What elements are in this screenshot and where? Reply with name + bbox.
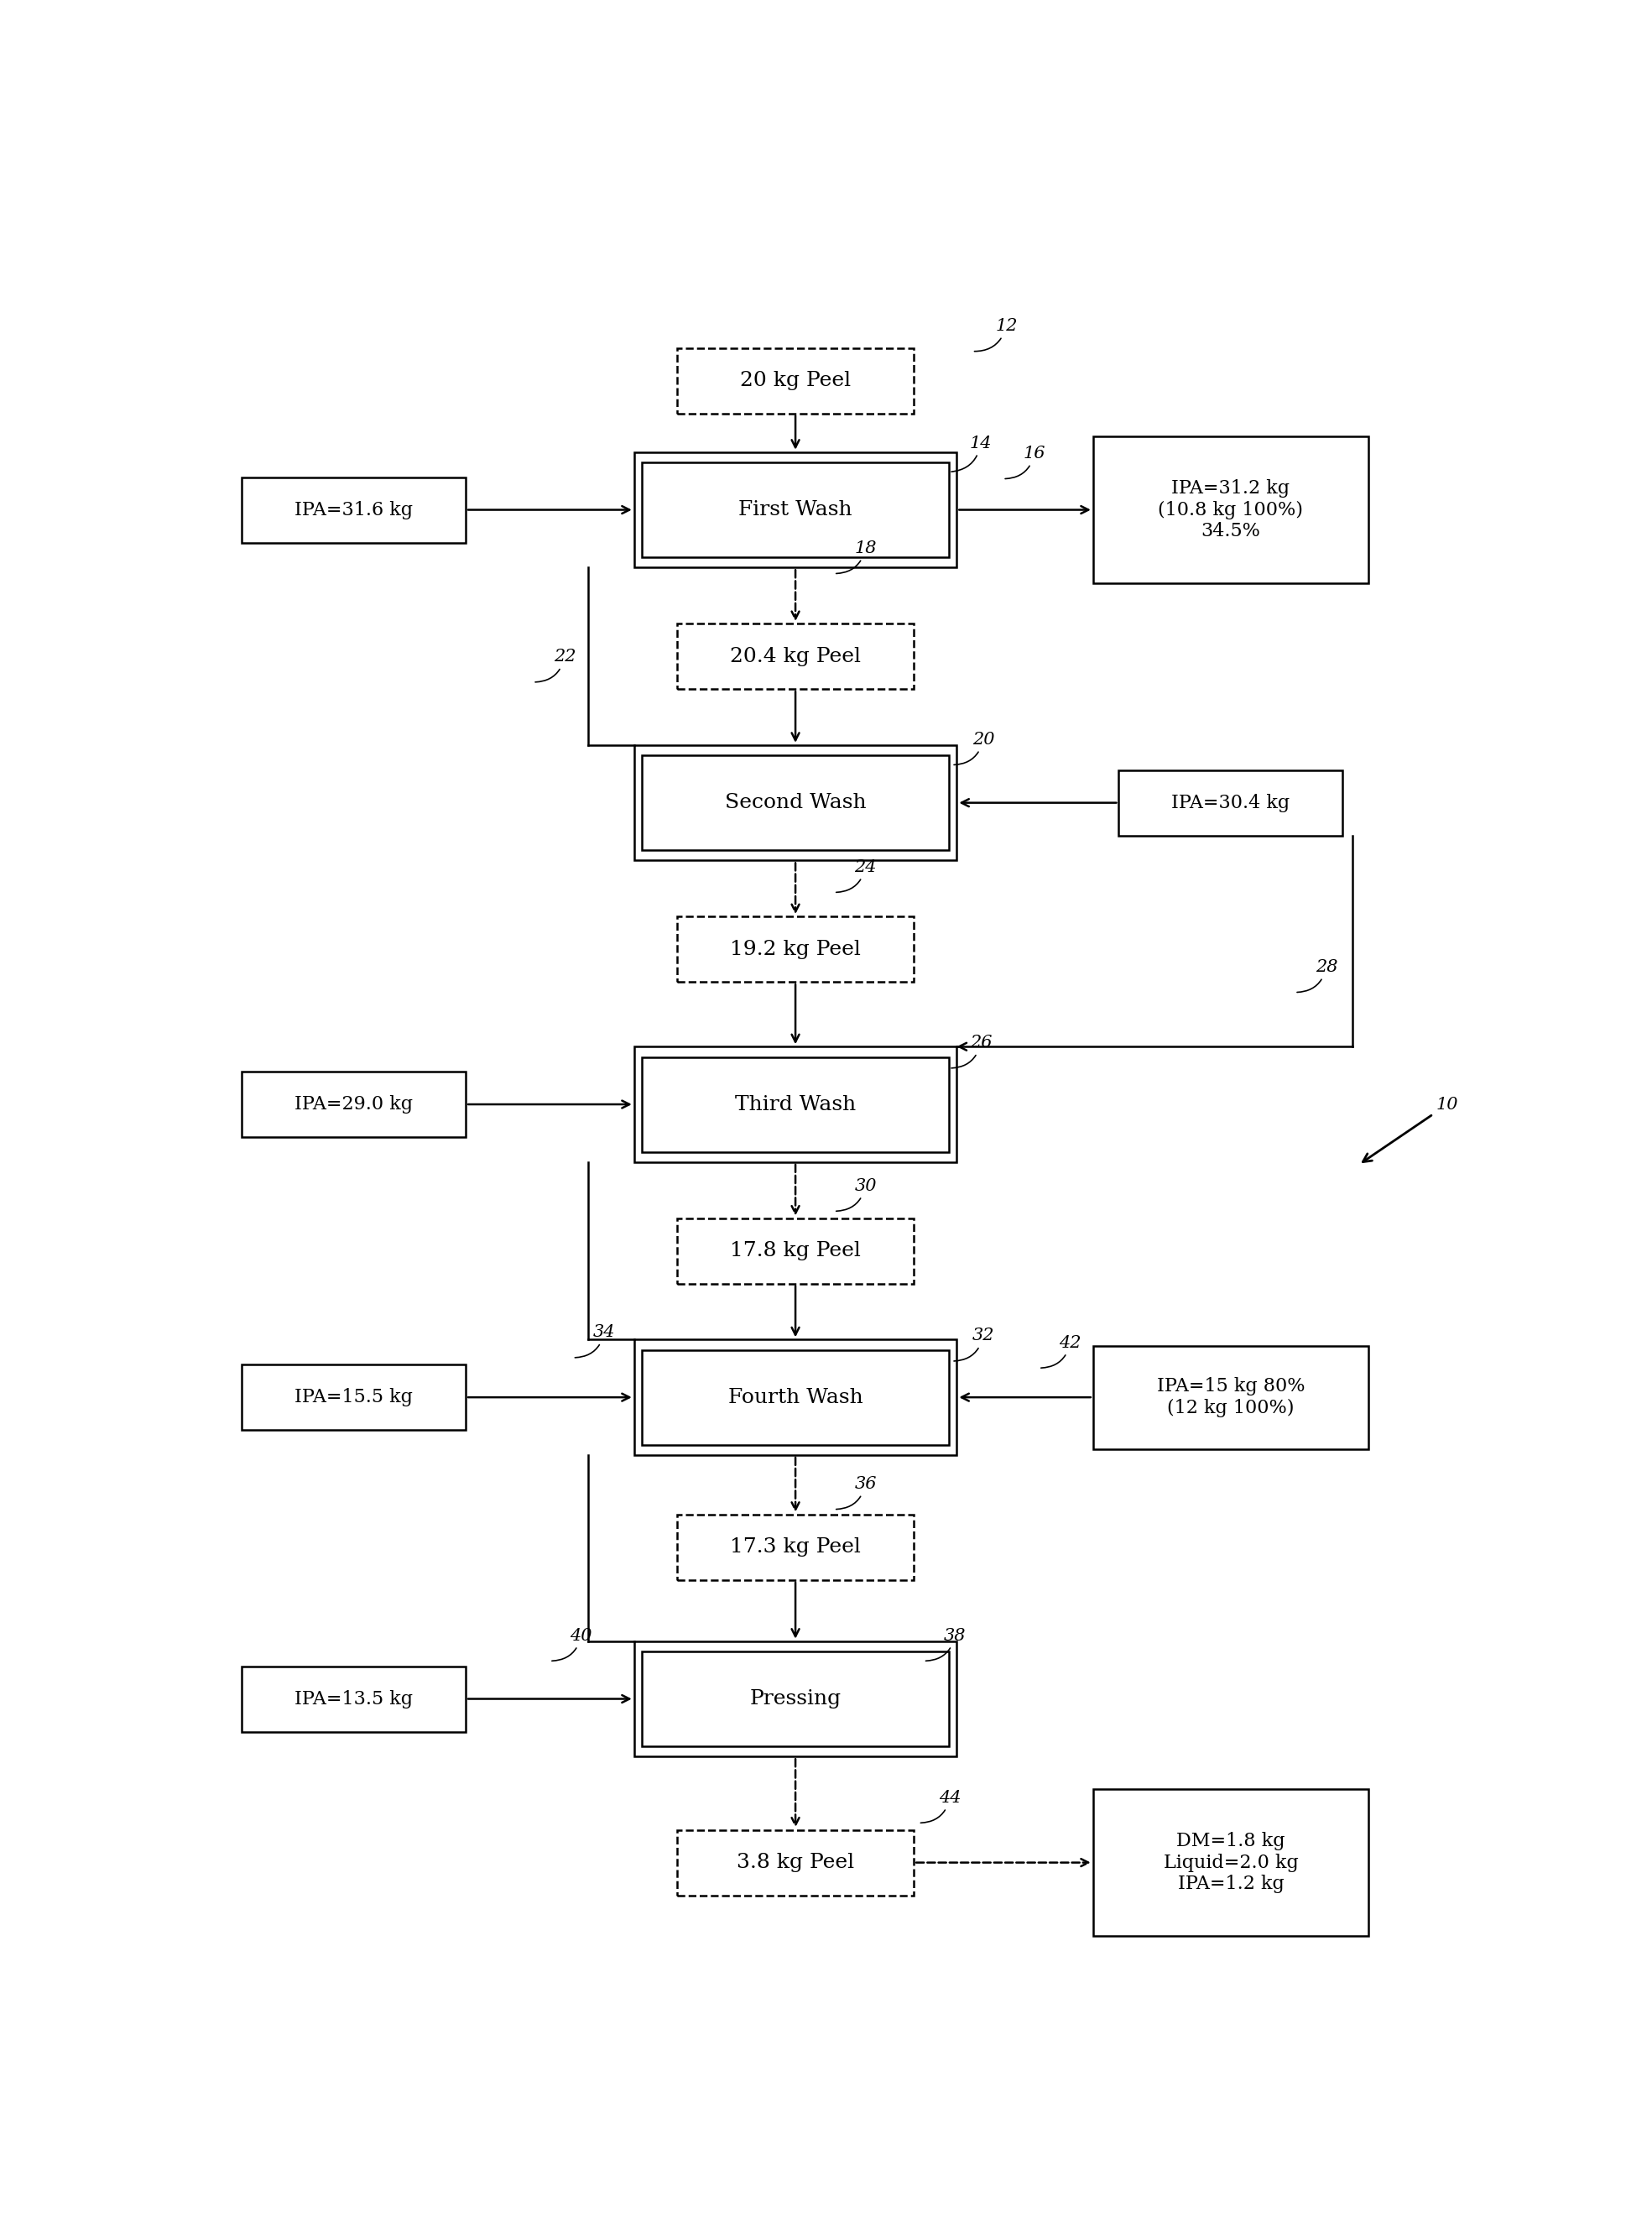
Text: 18: 18 bbox=[836, 539, 877, 573]
Bar bbox=[677, 918, 914, 982]
Text: 42: 42 bbox=[1041, 1334, 1082, 1367]
Text: 17.3 kg Peel: 17.3 kg Peel bbox=[730, 1538, 861, 1558]
Text: Pressing: Pressing bbox=[750, 1690, 841, 1708]
Text: 44: 44 bbox=[920, 1790, 961, 1824]
Bar bbox=[677, 1831, 914, 1896]
Text: 14: 14 bbox=[952, 434, 991, 472]
Text: 30: 30 bbox=[836, 1177, 877, 1211]
Bar bbox=[634, 452, 957, 568]
Bar bbox=[1118, 770, 1343, 835]
Text: Third Wash: Third Wash bbox=[735, 1094, 856, 1115]
Text: DM=1.8 kg
Liquid=2.0 kg
IPA=1.2 kg: DM=1.8 kg Liquid=2.0 kg IPA=1.2 kg bbox=[1163, 1833, 1298, 1893]
Text: 20.4 kg Peel: 20.4 kg Peel bbox=[730, 647, 861, 667]
Bar bbox=[634, 1640, 957, 1757]
Bar bbox=[634, 1341, 957, 1455]
Text: 20: 20 bbox=[953, 732, 995, 765]
Text: Second Wash: Second Wash bbox=[725, 792, 866, 812]
Bar bbox=[677, 347, 914, 414]
Text: 17.8 kg Peel: 17.8 kg Peel bbox=[730, 1242, 861, 1260]
Bar bbox=[634, 1047, 957, 1162]
Text: Fourth Wash: Fourth Wash bbox=[729, 1388, 862, 1408]
Text: 24: 24 bbox=[836, 859, 877, 893]
Text: IPA=13.5 kg: IPA=13.5 kg bbox=[294, 1690, 413, 1708]
Text: IPA=15.5 kg: IPA=15.5 kg bbox=[294, 1388, 413, 1405]
Bar bbox=[641, 1652, 948, 1746]
Text: IPA=30.4 kg: IPA=30.4 kg bbox=[1171, 794, 1290, 812]
Text: 38: 38 bbox=[925, 1627, 966, 1661]
Text: 10: 10 bbox=[1363, 1097, 1457, 1162]
Text: 36: 36 bbox=[836, 1477, 877, 1508]
Bar bbox=[641, 463, 948, 557]
Text: IPA=31.6 kg: IPA=31.6 kg bbox=[294, 501, 413, 519]
Text: 20 kg Peel: 20 kg Peel bbox=[740, 372, 851, 389]
Text: 32: 32 bbox=[953, 1327, 995, 1361]
Text: 19.2 kg Peel: 19.2 kg Peel bbox=[730, 940, 861, 958]
Bar bbox=[677, 1217, 914, 1285]
Text: 3.8 kg Peel: 3.8 kg Peel bbox=[737, 1853, 854, 1873]
Text: IPA=29.0 kg: IPA=29.0 kg bbox=[294, 1094, 413, 1115]
Bar bbox=[634, 745, 957, 859]
Text: 26: 26 bbox=[952, 1034, 991, 1068]
Bar bbox=[1094, 1345, 1368, 1448]
Bar bbox=[241, 1365, 466, 1430]
Bar bbox=[641, 1350, 948, 1446]
Text: 28: 28 bbox=[1297, 960, 1338, 991]
Bar bbox=[241, 477, 466, 542]
Text: IPA=31.2 kg
(10.8 kg 100%)
34.5%: IPA=31.2 kg (10.8 kg 100%) 34.5% bbox=[1158, 479, 1303, 539]
Bar bbox=[677, 1515, 914, 1580]
Bar bbox=[641, 756, 948, 850]
Bar bbox=[241, 1665, 466, 1732]
Bar bbox=[241, 1072, 466, 1137]
Bar bbox=[677, 624, 914, 689]
Bar bbox=[1094, 436, 1368, 584]
Bar bbox=[1094, 1790, 1368, 1936]
Bar bbox=[641, 1056, 948, 1153]
Text: 34: 34 bbox=[575, 1325, 616, 1358]
Text: 16: 16 bbox=[1004, 445, 1046, 479]
Text: 12: 12 bbox=[975, 318, 1018, 351]
Text: IPA=15 kg 80%
(12 kg 100%): IPA=15 kg 80% (12 kg 100%) bbox=[1156, 1376, 1305, 1417]
Text: First Wash: First Wash bbox=[738, 499, 852, 519]
Text: 22: 22 bbox=[535, 649, 575, 683]
Text: 40: 40 bbox=[552, 1627, 593, 1661]
